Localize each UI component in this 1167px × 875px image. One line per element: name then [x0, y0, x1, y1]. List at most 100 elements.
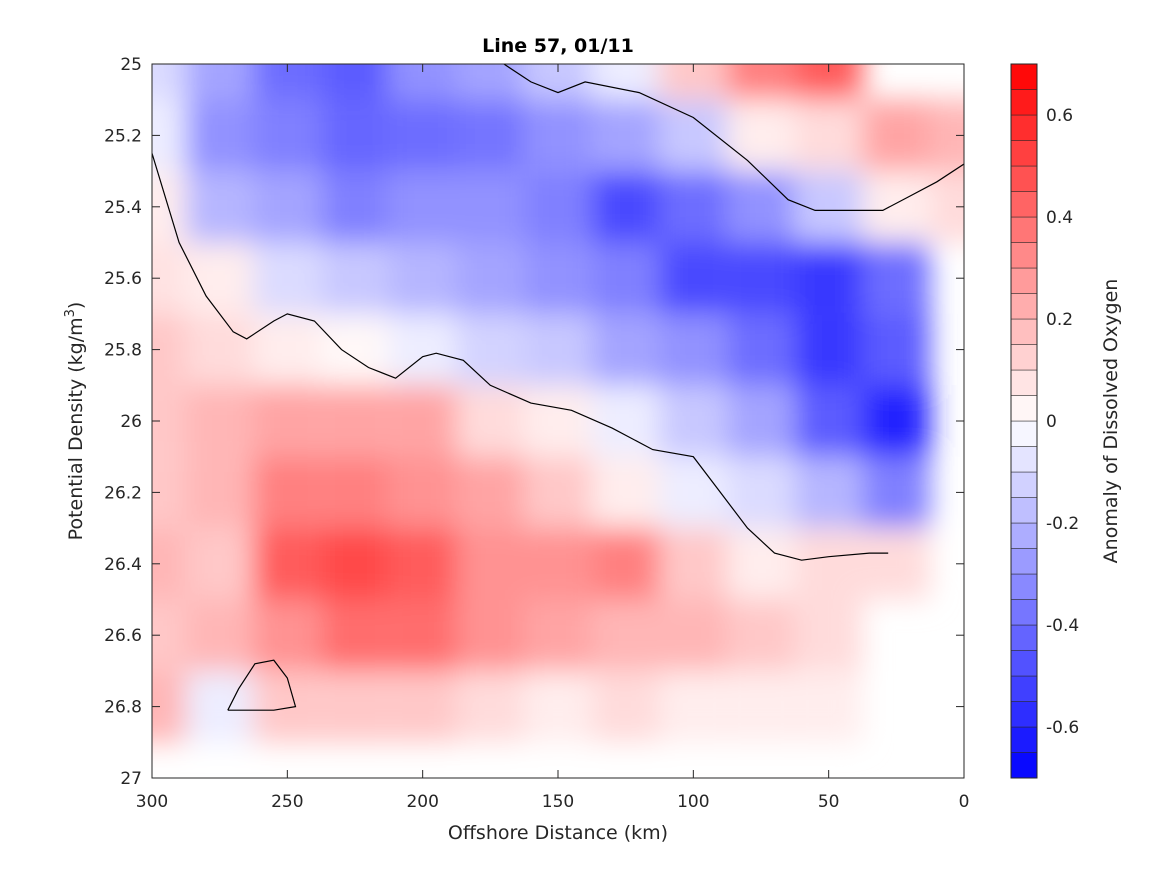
field-cell	[659, 599, 728, 671]
x-tick-label: 150	[542, 792, 574, 812]
colorbar-tick-label: 0	[1046, 412, 1057, 432]
field-cell	[524, 456, 592, 529]
y-tick-label: 25.4	[104, 198, 142, 218]
field-cell	[185, 64, 254, 100]
field-cell	[456, 456, 525, 529]
field-cell	[794, 313, 863, 386]
colorbar-swatch	[1010, 726, 1038, 753]
field-cell	[659, 99, 728, 172]
colorbar-swatch	[1010, 599, 1038, 626]
field-cell	[659, 528, 728, 600]
y-tick-label: 26	[120, 412, 142, 432]
field-cell	[794, 242, 863, 314]
x-axis-label: Offshore Distance (km)	[448, 822, 668, 844]
field-cell	[659, 171, 728, 243]
field-cell	[456, 670, 525, 743]
colorbar-swatch	[1010, 293, 1038, 320]
zero-contours	[152, 64, 964, 711]
field-cell	[388, 313, 457, 386]
field-cell	[727, 528, 795, 600]
colorbar-tick-label: 0.2	[1046, 310, 1073, 330]
field-cell	[456, 313, 525, 386]
field-cell	[321, 313, 389, 386]
zero-contour-upper	[503, 64, 964, 211]
colorbar-swatch	[1010, 318, 1038, 345]
colorbar-swatch	[1010, 267, 1038, 294]
colorbar-swatch	[1010, 89, 1038, 116]
field-cell	[727, 599, 795, 671]
field-cell	[456, 528, 525, 600]
field-cell	[524, 171, 592, 243]
field-cell	[321, 670, 389, 743]
field-cell	[794, 670, 863, 743]
colorbar-swatch	[1010, 395, 1038, 422]
field-cell	[659, 456, 728, 529]
colorbar-label: Anomaly of Dissolved Oxygen	[1100, 279, 1122, 564]
y-tick-label: 26.2	[104, 483, 142, 503]
field-cell	[659, 670, 728, 743]
field-cell	[388, 599, 457, 671]
colorbar-swatch	[1010, 471, 1038, 498]
colorbar-swatch	[1010, 114, 1038, 141]
colorbar-swatch	[1010, 369, 1038, 396]
field-cell	[185, 528, 254, 600]
field-cell	[524, 599, 592, 671]
x-axis-ticks: 300 250 200 150 100 50 0	[136, 64, 969, 812]
x-tick-label: 50	[818, 792, 840, 812]
colorbar-ticks: 0.6 0.4 0.2 0 -0.2 -0.4 -0.6	[1046, 106, 1079, 738]
x-tick-label: 250	[271, 792, 303, 812]
field-cell	[321, 599, 389, 671]
colorbar-swatch	[1010, 701, 1038, 728]
colorbar-swatch	[1010, 446, 1038, 473]
field-cell	[524, 670, 592, 743]
field-cell	[591, 528, 660, 600]
chart-title: Line 57, 01/11	[482, 35, 634, 57]
y-tick-label: 26.8	[104, 698, 142, 718]
y-axis-label-main: Potential Density (kg/m	[65, 317, 87, 540]
colorbar-swatch	[1010, 752, 1038, 779]
field-cell	[321, 242, 389, 314]
field-cell	[321, 456, 389, 529]
plot-area: 300 250 200 150 100 50 0 2525.225.425.625.8262…	[104, 55, 969, 812]
colorbar-frame	[1010, 63, 1038, 779]
field-cell	[152, 64, 186, 100]
field-cell	[794, 456, 863, 529]
field-cell	[185, 313, 254, 386]
field-cell	[727, 313, 795, 386]
field-cell	[524, 242, 592, 314]
anomaly-field	[152, 64, 964, 743]
field-cell	[727, 385, 795, 457]
colorbar-swatch	[1010, 573, 1038, 600]
field-cell	[727, 670, 795, 743]
colorbar-swatch	[1010, 522, 1038, 549]
field-cell	[321, 171, 389, 243]
field-cell	[591, 313, 660, 386]
field-cell	[591, 670, 660, 743]
colorbar-swatch	[1010, 344, 1038, 371]
y-tick-label: 25.6	[104, 269, 142, 289]
field-cell	[456, 385, 525, 457]
field-cell	[659, 385, 728, 457]
field-cell	[524, 385, 592, 457]
field-cell	[591, 456, 660, 529]
colorbar-swatch	[1010, 497, 1038, 524]
field-cell	[727, 99, 795, 172]
field-cell	[185, 171, 254, 243]
field-cell	[862, 456, 931, 529]
colorbar-tick-label: -0.2	[1046, 514, 1079, 534]
y-axis-label-end: )	[65, 302, 87, 309]
field-cell	[388, 670, 457, 743]
colorbar-swatch	[1010, 548, 1038, 575]
field-cell	[456, 599, 525, 671]
field-cell	[862, 528, 931, 600]
colorbar-swatch	[1010, 165, 1038, 192]
field-cell	[185, 385, 254, 457]
field-cell	[591, 385, 660, 457]
field-cell	[659, 242, 728, 314]
field-cell	[862, 171, 931, 243]
field-cell	[321, 64, 389, 100]
field-cell	[388, 99, 457, 172]
colorbar-swatch	[1010, 63, 1038, 90]
field-cell	[321, 528, 389, 600]
